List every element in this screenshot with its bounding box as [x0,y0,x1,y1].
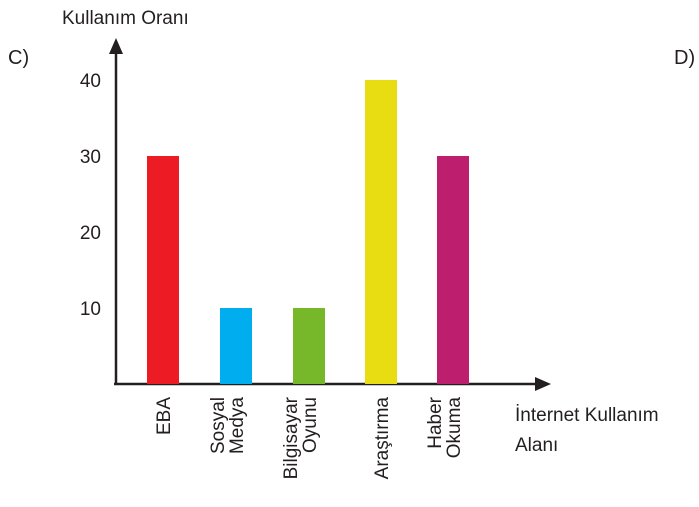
bar [220,308,252,384]
x-axis-title-line-1: İnternet Kullanım [515,405,659,426]
option-d-label: D) [674,47,695,69]
category-label: Okuma [444,397,465,459]
category-label: EBA [154,397,175,435]
bar [293,308,325,384]
category-label: Haber [425,396,446,448]
y-tick-label: 10 [80,299,101,320]
bar [365,80,397,384]
category-label: Sosyal [208,397,229,454]
x-axis-title-line-2: Alanı [515,435,558,456]
category-label: Araştırma [372,397,393,480]
y-tick-label: 30 [80,147,101,168]
bar [437,156,469,384]
y-axis-title: Kullanım Oranı [62,8,189,29]
category-label: Oyunu [300,397,321,453]
option-c-label: C) [8,47,29,69]
y-tick-label: 20 [80,223,101,244]
x-axis-arrow [535,377,551,391]
y-axis-arrow [109,38,123,54]
category-label: Bilgisayar [281,396,302,479]
category-label: Medya [227,397,248,454]
y-tick-label: 40 [80,71,101,92]
bar [147,156,179,384]
